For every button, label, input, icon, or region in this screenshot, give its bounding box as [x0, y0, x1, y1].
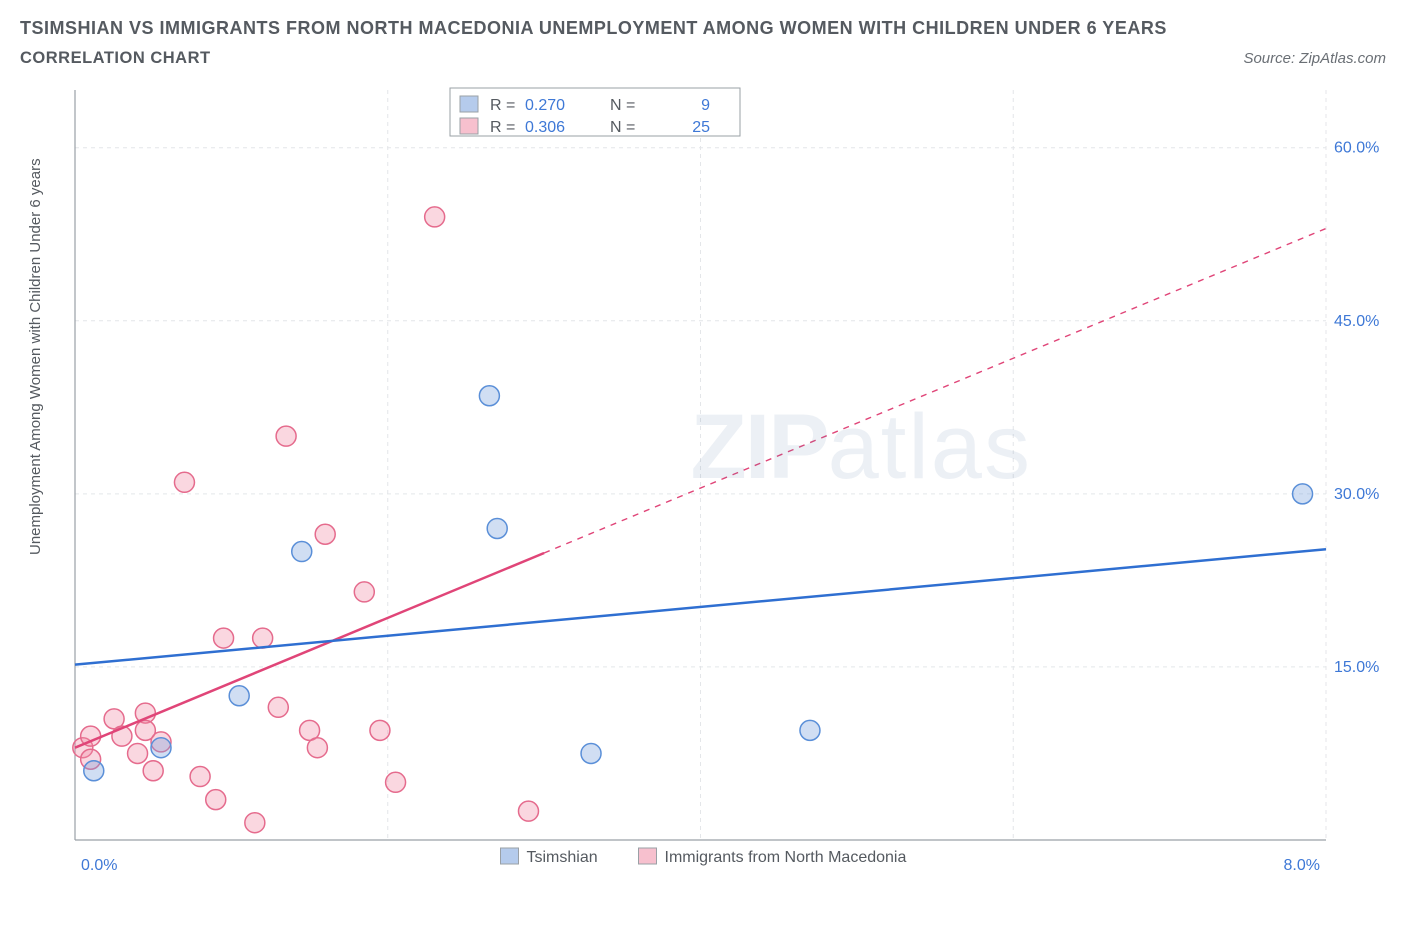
- svg-text:Unemployment Among Women with: Unemployment Among Women with Children U…: [27, 158, 44, 555]
- svg-text:Tsimshian: Tsimshian: [527, 849, 598, 866]
- svg-text:Immigrants from North Macedoni: Immigrants from North Macedonia: [665, 849, 907, 866]
- svg-text:25: 25: [692, 119, 710, 136]
- chart-svg: 15.0% 30.0% 45.0% 60.0% 0.0% 8.0% Unemployment…: [20, 80, 1386, 900]
- source-attribution: Source: ZipAtlas.com: [1243, 50, 1386, 67]
- svg-text:R =: R =: [490, 97, 515, 114]
- svg-text:N =: N =: [610, 119, 635, 136]
- correlation-chart: 15.0% 30.0% 45.0% 60.0% 0.0% 8.0% Unemployment…: [20, 80, 1386, 900]
- svg-text:0.306: 0.306: [525, 119, 565, 136]
- svg-text:8.0%: 8.0%: [1284, 857, 1320, 874]
- svg-text:0.0%: 0.0%: [81, 857, 117, 874]
- svg-text:45.0%: 45.0%: [1334, 313, 1379, 330]
- svg-text:R =: R =: [490, 119, 515, 136]
- svg-text:0.270: 0.270: [525, 97, 565, 114]
- chart-title-line2: CORRELATION CHART: [20, 49, 211, 68]
- svg-text:N =: N =: [610, 97, 635, 114]
- svg-text:15.0%: 15.0%: [1334, 659, 1379, 676]
- chart-title-line1: TSIMSHIAN VS IMMIGRANTS FROM NORTH MACED…: [20, 18, 1386, 39]
- svg-text:9: 9: [701, 97, 710, 114]
- svg-text:60.0%: 60.0%: [1334, 140, 1379, 157]
- svg-text:30.0%: 30.0%: [1334, 486, 1379, 503]
